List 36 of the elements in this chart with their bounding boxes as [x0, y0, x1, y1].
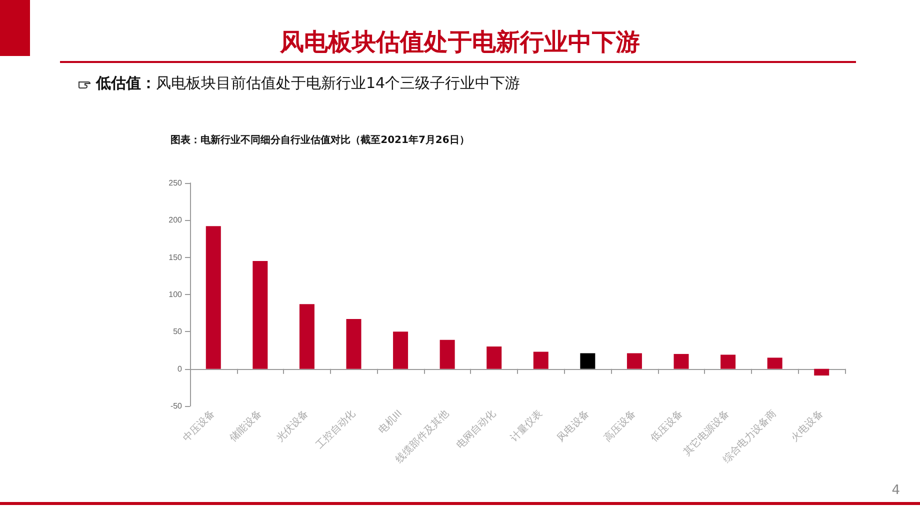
y-tick-label: 150 [168, 252, 183, 262]
bar [626, 353, 642, 369]
bar [299, 304, 314, 369]
y-tick-label: 0 [178, 364, 183, 374]
x-tick-label: 工控自动化 [314, 407, 358, 452]
x-tick-label: 风电设备 [554, 407, 592, 444]
bar [814, 368, 830, 376]
y-tick-label: 250 [168, 178, 183, 188]
x-tick-label: 中压设备 [180, 407, 218, 444]
bar [440, 340, 455, 369]
bar [252, 261, 268, 369]
text: 4 [892, 483, 900, 498]
x-tick-label: 电机III [376, 407, 404, 436]
x-tick-label: 高压设备 [602, 407, 638, 444]
bar [674, 354, 689, 369]
bar [767, 358, 782, 369]
bar [393, 332, 408, 369]
bar [346, 319, 362, 369]
text: 图表：电新行业不同细分自行业估值对比（截至2021年7月26日） [170, 133, 470, 147]
bar [206, 226, 221, 369]
x-tick-label: 储能设备 [227, 407, 264, 444]
x-tick-label: 光伏设备 [274, 407, 311, 444]
x-tick-label: 计量仪表 [508, 407, 545, 444]
chart-subtitle: 低估值：风电板块目前估值处于电新行业14个三级子行业中下游 [96, 74, 520, 93]
bar [533, 352, 548, 369]
chart-title: 风电板块估值处于电新行业中下游 [278, 26, 641, 58]
y-tick-label: 100 [168, 290, 183, 299]
x-tick-label: 火电设备 [788, 407, 826, 444]
bar [580, 353, 596, 369]
y-tick-label: 200 [168, 216, 183, 225]
x-tick-label: 电网自动化 [454, 407, 498, 452]
bar [720, 354, 736, 369]
x-tick-label: 低压设备 [648, 407, 686, 444]
y-tick-label: 50 [173, 327, 183, 336]
y-tick-label: -50 [170, 402, 183, 410]
bar [486, 346, 502, 369]
